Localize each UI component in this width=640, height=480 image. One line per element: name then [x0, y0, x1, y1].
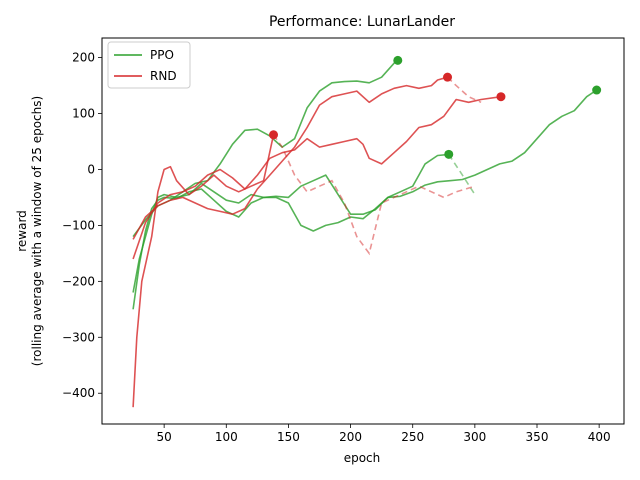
series-line — [132, 89, 598, 310]
series-line — [132, 153, 449, 293]
series-rnd-run-6 — [132, 92, 506, 260]
series-end-point — [269, 130, 279, 140]
x-tick-label: 300 — [463, 430, 486, 444]
series-ppo-run-1 — [132, 85, 602, 310]
x-tick-label: 250 — [401, 430, 424, 444]
series-layer — [132, 55, 602, 408]
x-tick-label: 100 — [215, 430, 238, 444]
legend: PPO RND — [107, 41, 191, 89]
plot-area — [102, 38, 624, 424]
y-tick-label: −300 — [62, 330, 95, 344]
y-tick-label: −400 — [62, 386, 95, 400]
x-axis: 50 100 150 200 250 300 350 400 — [157, 424, 611, 444]
x-tick-label: 200 — [339, 430, 362, 444]
x-axis-label: epoch — [344, 451, 381, 465]
series-end-point — [444, 149, 454, 159]
series-end-point — [592, 85, 602, 95]
plot-frame — [101, 37, 625, 425]
x-tick-label: 150 — [277, 430, 300, 444]
x-tick-label: 400 — [588, 430, 611, 444]
y-axis-label-line2: (rolling average with a window of 25 epo… — [30, 96, 44, 366]
legend-label-rnd: RND — [150, 69, 177, 83]
series-end-point — [443, 72, 453, 82]
y-tick-label: 100 — [72, 107, 95, 121]
series-dashed-line — [446, 76, 482, 104]
series-dashed-line — [272, 134, 476, 256]
y-axis-label-line1: reward — [15, 210, 29, 252]
y-tick-label: −200 — [62, 274, 95, 288]
y-tick-label: −100 — [62, 218, 95, 232]
chart-title: Performance: LunarLander — [269, 14, 455, 30]
series-rnd-run-5 — [132, 72, 482, 240]
series-line — [132, 95, 502, 260]
legend-frame — [107, 41, 191, 89]
series-line — [132, 76, 448, 240]
series-end-point — [496, 92, 506, 102]
y-axis: −400 −300 −200 −100 0 100 200 — [62, 51, 102, 400]
series-end-point — [393, 55, 403, 65]
x-tick-label: 350 — [526, 430, 549, 444]
legend-label-ppo: PPO — [150, 48, 174, 62]
y-tick-label: 0 — [87, 162, 95, 176]
y-tick-label: 200 — [72, 51, 95, 65]
x-tick-label: 50 — [157, 430, 172, 444]
